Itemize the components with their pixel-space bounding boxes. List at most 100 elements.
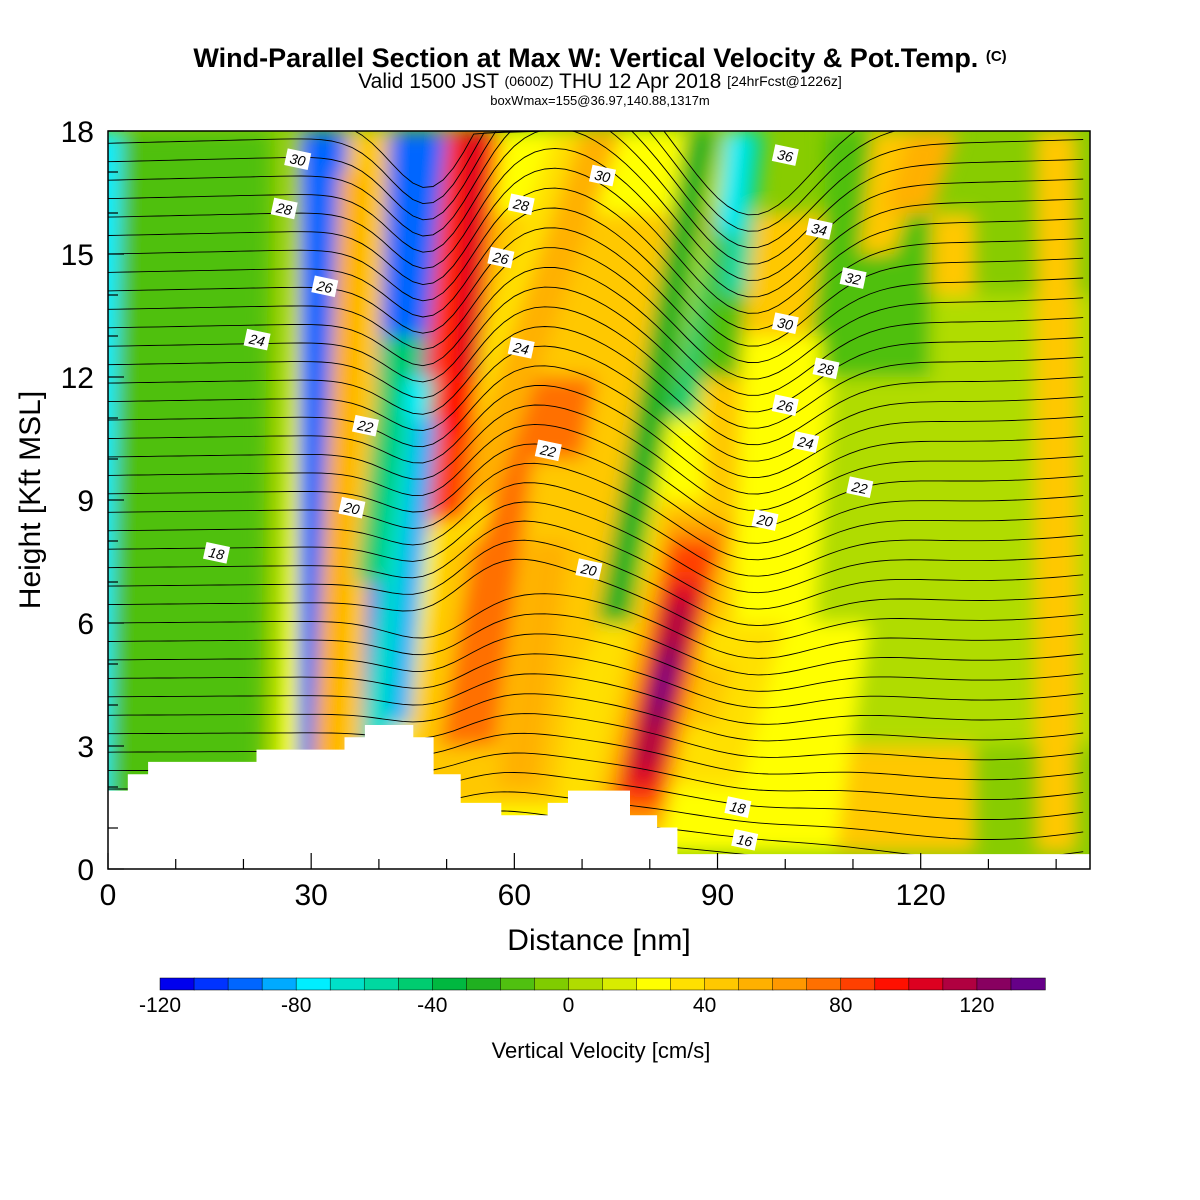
theta-label: 22 [351,414,380,437]
theta-contour [108,131,1084,281]
colorbar-swatch [432,977,467,991]
theta-label: 20 [338,496,366,519]
theta-label-text: 24 [247,330,267,349]
theta-label-text: 32 [844,269,863,288]
velocity-band [311,172,367,787]
theta-contour [108,633,1084,692]
y-tick-label: 0 [77,854,94,887]
terrain [108,725,1090,869]
theta-label-text: 20 [755,511,775,530]
box-info: boxWmax=155@36.97,140.88,1317m [490,93,710,108]
colorbar-swatch [806,977,842,991]
theta-label-text: 26 [314,277,334,296]
y-tick-label: 3 [77,731,94,764]
theta-label: 24 [792,431,820,453]
theta-label-text: 30 [288,150,307,169]
zulu-time: (0600Z) [504,73,554,89]
x-tick-label: 90 [701,879,734,912]
theta-contour [108,306,1084,429]
colorbar-swatch [670,977,706,991]
theta-label: 28 [507,193,535,216]
colorbar-swatch [908,977,944,991]
theta-contour [108,653,1084,709]
y-axis-label: Height [Kft MSL] [14,391,47,609]
theta-label-text: 16 [735,831,754,850]
theta-label: 28 [812,357,840,380]
plot-area: 3028262422201830282624222036343230282624… [108,131,1090,869]
theta-label: 16 [731,829,759,851]
colorbar-swatch [772,977,808,991]
theta-contour [108,693,1084,742]
colorbar-tick-label: -120 [139,994,181,1017]
chart-title: Wind-Parallel Section at Max W: Vertical… [193,43,1007,73]
theta-label: 32 [839,267,867,289]
theta-label-text: 18 [729,798,748,817]
theta-contour [108,207,1084,347]
y-tick-label: 15 [61,239,94,272]
theta-contour [108,593,1084,659]
theta-label-text: 24 [795,433,815,452]
theta-label-text: 30 [593,167,612,186]
theta-label: 36 [771,144,799,166]
theta-label-text: 28 [816,359,836,378]
theta-contour [108,713,1084,761]
colorbar-swatch [193,977,229,991]
velocity-band [1035,131,1077,853]
colorbar-tick-label: 80 [829,994,852,1017]
theta-label-text: 28 [274,199,294,218]
theta-label: 20 [751,509,779,531]
theta-contour [108,520,1084,610]
chart-title-mark: (C) [985,48,1007,65]
colorbar-swatch [534,977,570,991]
theta-label-text: 30 [776,314,795,333]
y-tick-label: 9 [77,485,94,518]
colorbar-swatch [261,977,297,991]
theta-label: 18 [202,542,231,564]
theta-label: 30 [771,312,799,335]
theta-label-text: 26 [775,396,795,415]
colorbar-swatch [159,977,195,991]
theta-contour [108,131,1084,249]
x-axis-label: Distance [nm] [507,924,690,957]
theta-label: 26 [771,394,799,417]
x-axis: 0 30 60 90 120 [100,853,1057,912]
theta-contour [108,482,1084,577]
colorbar-swatch [398,977,433,991]
velocity-field [108,131,1090,853]
theta-label: 34 [805,218,833,240]
theta-label-text: 22 [355,417,375,436]
theta-label: 20 [575,558,603,581]
x-tick-label: 60 [498,879,531,912]
theta-contour [108,365,1084,479]
velocity-band [108,131,271,853]
colorbar-swatch [500,977,536,991]
colorbar-tick-label: 40 [693,994,716,1017]
y-tick-label: 6 [77,608,94,641]
colorbar-swatch [874,977,910,991]
colorbar-swatch [329,977,365,991]
theta-label: 30 [588,164,617,187]
theta-label-text: 22 [538,441,558,460]
theta-label-text: 20 [342,499,362,518]
theta-label: 22 [534,439,562,462]
theta-label-text: 36 [776,146,795,165]
forecast-tag: [24hrFcst@1226z] [727,73,842,89]
theta-contour [108,385,1084,495]
theta-contour [108,247,1084,380]
colorbar: -120 -80 -40 0 40 80 120 [139,977,1046,1017]
theta-contour [353,131,857,216]
theta-contour [108,131,1084,265]
x-tick-label: 30 [294,879,327,912]
theta-label-text: 24 [511,339,531,358]
colorbar-tick-label: -80 [281,994,311,1017]
colorbar-swatch [704,977,740,991]
velocity-band [652,664,675,705]
theta-contour [108,613,1084,676]
theta-label-text: 20 [579,560,599,579]
colorbar-swatch [227,977,263,991]
theta-contour [108,147,1084,298]
theta-contour [108,443,1084,544]
y-axis: 0 3 6 9 12 15 18 [61,116,124,887]
theta-label: 26 [311,275,339,298]
colorbar-swatch [602,977,638,991]
